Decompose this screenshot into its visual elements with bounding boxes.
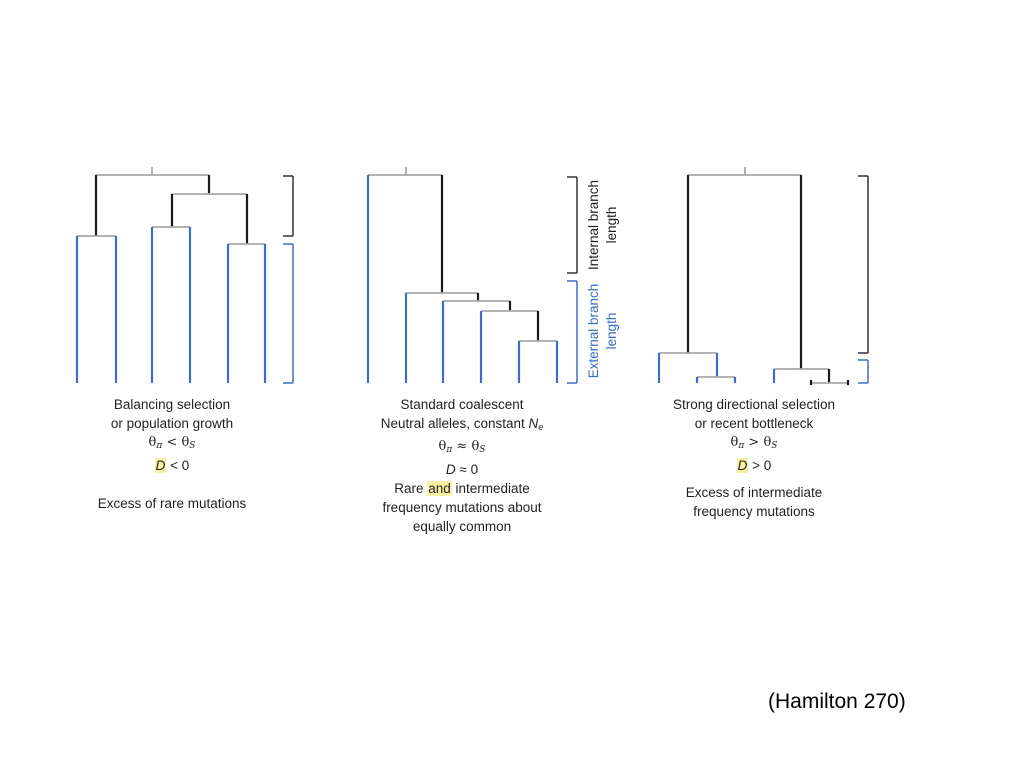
theta-operator: < [166, 435, 178, 450]
theta-s-subscript: S [479, 445, 486, 455]
theta-relation: θπ ≈ θS [352, 437, 572, 460]
theta-pi-subscript: π [156, 441, 163, 451]
theta-s: θ [471, 439, 480, 454]
caption-title-line2-text: Neutral alleles, constant [380, 416, 529, 431]
external-branch-label-line2: length [604, 313, 619, 350]
internal-branch-label-line2: length [604, 207, 619, 244]
tree-layer [75, 167, 869, 385]
caption-title-line1: Strong directional selection [672, 397, 836, 412]
d-operator: < 0 [170, 458, 190, 473]
caption-note-line3: equally common [412, 519, 512, 534]
caption-title-line2: or recent bottleneck [694, 416, 814, 431]
theta-s: θ [181, 435, 190, 450]
theta-relation: θπ > θS [644, 433, 864, 456]
d-operator: ≈ 0 [459, 462, 479, 477]
caption-title-line1: Standard coalescent [400, 397, 524, 412]
caption-standard-coalescent: Standard coalescent Neutral alleles, con… [352, 395, 572, 536]
d-operator: > 0 [752, 458, 772, 473]
theta-relation: θπ < θS [62, 433, 282, 456]
theta-pi: θ [438, 439, 447, 454]
note-rare: Rare [394, 481, 428, 496]
theta-operator: > [748, 435, 760, 450]
theta-pi-subscript: π [446, 445, 453, 455]
internal-branch-label-line1: Internal branch [586, 180, 601, 270]
theta-s: θ [763, 435, 772, 450]
d-symbol: D [445, 462, 456, 477]
d-symbol: D [736, 458, 749, 473]
tajima-d-relation: D ≈ 0 [352, 460, 572, 479]
theta-pi: θ [148, 435, 157, 450]
ne-subscript: e [538, 422, 544, 432]
caption-note-line2: frequency mutations about [382, 500, 542, 515]
citation: (Hamilton 270) [768, 690, 906, 713]
external-branch-label-line1: External branch [586, 284, 601, 379]
caption-note-line2: frequency mutations [693, 504, 815, 519]
note-rest: intermediate [451, 481, 530, 496]
theta-s-subscript: S [189, 441, 196, 451]
caption-note-line1: Excess of intermediate [685, 485, 823, 500]
theta-pi-subscript: π [738, 441, 745, 451]
theta-s-subscript: S [771, 441, 778, 451]
caption-note-line1: Rare and intermediate [352, 479, 572, 498]
tajima-d-relation: D < 0 [62, 456, 282, 475]
caption-title-line2: or population growth [110, 416, 234, 431]
theta-pi: θ [730, 435, 739, 450]
caption-title-line1: Balancing selection [113, 397, 231, 412]
caption-directional-selection: Strong directional selection or recent b… [644, 395, 864, 521]
caption-note: Excess of rare mutations [97, 496, 247, 511]
caption-balancing-selection: Balancing selection or population growth… [62, 395, 282, 513]
note-and-highlight: and [427, 481, 452, 496]
theta-operator: ≈ [456, 439, 468, 454]
tajima-d-relation: D > 0 [644, 456, 864, 475]
d-symbol: D [154, 458, 167, 473]
caption-title-line2: Neutral alleles, constant Ne [352, 414, 572, 437]
ne-symbol: N [528, 416, 539, 431]
